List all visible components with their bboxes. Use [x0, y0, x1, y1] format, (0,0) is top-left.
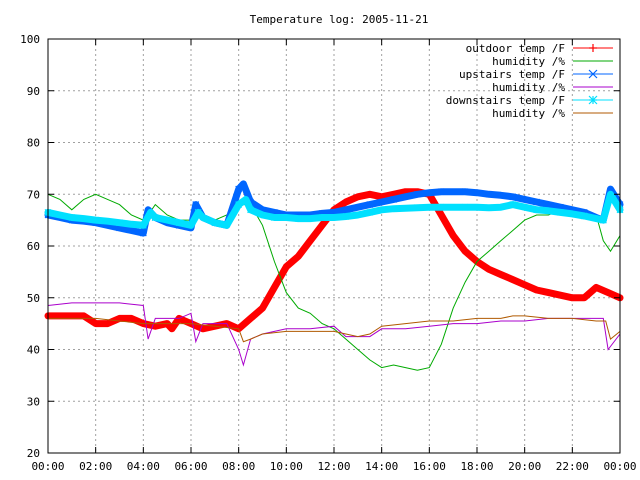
series-5	[48, 315, 621, 343]
data-point	[151, 214, 159, 221]
grid	[48, 39, 620, 453]
x-tick-label: 00:00	[603, 460, 636, 473]
data-point	[485, 190, 493, 198]
y-tick-label: 50	[27, 292, 40, 305]
data-point	[194, 208, 202, 216]
data-point	[413, 190, 421, 198]
data-point	[342, 206, 350, 214]
data-point	[342, 213, 350, 220]
series-4	[44, 190, 624, 229]
legend-label: humidity /%	[492, 107, 565, 120]
data-point	[569, 294, 576, 301]
data-point	[354, 193, 361, 200]
series-3	[47, 302, 621, 367]
data-point	[461, 188, 469, 196]
data-point	[139, 221, 147, 229]
legend-marker	[588, 69, 598, 79]
data-point	[318, 214, 326, 221]
legend-label: outdoor temp /F	[466, 42, 565, 55]
y-tick-label: 60	[27, 240, 40, 253]
data-point	[270, 214, 278, 221]
y-tick-label: 90	[27, 85, 40, 98]
y-tick-label: 80	[27, 137, 40, 150]
x-tick-label: 08:00	[222, 460, 255, 473]
data-point	[152, 323, 159, 330]
data-point	[580, 212, 588, 220]
series-line	[48, 315, 621, 343]
x-tick-label: 00:00	[31, 460, 64, 473]
data-point	[175, 219, 183, 227]
x-tick-label: 10:00	[270, 460, 303, 473]
data-point	[294, 215, 302, 222]
data-point	[390, 196, 398, 203]
data-point	[413, 204, 421, 212]
data-point	[139, 229, 147, 237]
data-point	[168, 325, 175, 332]
data-point	[533, 206, 541, 214]
x-tick-label: 22:00	[556, 460, 589, 473]
data-point	[437, 188, 445, 196]
x-tick-label: 12:00	[317, 460, 350, 473]
data-point	[450, 232, 457, 239]
y-tick-label: 20	[27, 447, 40, 460]
data-point	[307, 237, 314, 244]
data-point	[461, 203, 469, 211]
data-point	[485, 204, 493, 212]
data-point	[599, 216, 607, 224]
chart-title: Temperature log: 2005-11-21	[250, 13, 429, 26]
data-point	[556, 208, 564, 216]
legend-marker	[588, 95, 598, 105]
data-point	[104, 320, 111, 327]
plot-area	[44, 180, 624, 371]
data-point	[390, 205, 398, 213]
y-tick-label: 70	[27, 188, 40, 201]
data-point	[211, 219, 219, 227]
data-point	[437, 203, 445, 211]
data-point	[545, 289, 552, 296]
y-tick-label: 40	[27, 344, 40, 357]
x-tick-label: 02:00	[79, 460, 112, 473]
x-tick-label: 04:00	[127, 460, 160, 473]
legend-label: downstairs temp /F	[446, 94, 565, 107]
legend-label: humidity /%	[492, 55, 565, 68]
data-point	[192, 201, 200, 209]
x-tick-label: 18:00	[460, 460, 493, 473]
data-point	[521, 281, 528, 288]
data-point	[509, 193, 517, 201]
y-tick-label: 30	[27, 395, 40, 408]
data-point	[509, 201, 517, 209]
data-point	[68, 214, 76, 221]
x-tick-label: 20:00	[508, 460, 541, 473]
data-point	[259, 305, 266, 312]
legend-label: upstairs temp /F	[459, 68, 565, 81]
data-point	[366, 201, 374, 209]
data-point	[497, 271, 504, 278]
series-line	[47, 302, 621, 367]
data-point	[533, 198, 541, 206]
x-tick-label: 06:00	[174, 460, 207, 473]
data-point	[92, 216, 100, 224]
data-point	[80, 312, 87, 319]
data-point	[593, 284, 600, 291]
data-point	[128, 315, 135, 322]
axes: 20 30 40 50 60 70 80 90 100 00:00 02:00 04:00 06:00 0…	[20, 33, 636, 473]
data-point	[247, 206, 255, 214]
data-point	[235, 201, 243, 209]
data-point	[116, 219, 123, 227]
data-point	[283, 263, 290, 270]
data-point	[366, 208, 374, 216]
data-point	[235, 185, 243, 193]
x-tick-label: 14:00	[365, 460, 398, 473]
legend-marker	[589, 44, 597, 52]
y-tick-label: 100	[20, 33, 40, 46]
legend-label: humidity /%	[492, 81, 565, 94]
x-tick-label: 16:00	[413, 460, 446, 473]
